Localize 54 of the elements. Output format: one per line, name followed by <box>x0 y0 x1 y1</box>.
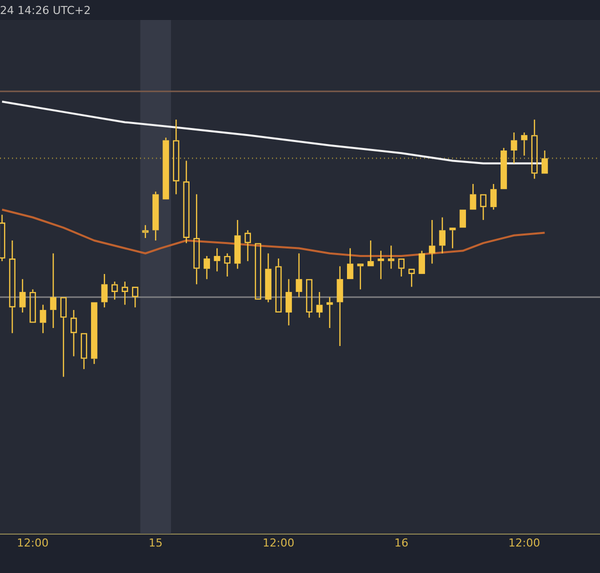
x-tick-label: 12:00 <box>16 536 49 550</box>
candlestick <box>500 147 507 190</box>
candlestick <box>193 194 200 285</box>
candlestick <box>542 150 548 174</box>
candlestick <box>418 250 426 274</box>
candlestick <box>296 252 302 298</box>
candlestick <box>183 160 190 244</box>
candlestick <box>234 219 241 270</box>
candlestick <box>326 296 333 329</box>
candlestick <box>122 281 128 306</box>
candlestick <box>40 304 46 334</box>
candlestick <box>316 291 323 318</box>
candlestick <box>439 216 446 254</box>
candlestick <box>152 191 159 242</box>
candlestick <box>91 302 98 365</box>
candlestick <box>265 252 272 303</box>
candlestick <box>214 248 220 272</box>
candlestick <box>388 245 394 270</box>
candlestick <box>0 214 6 262</box>
candlestick <box>367 240 374 266</box>
candlestick <box>172 119 180 195</box>
candlestick <box>531 119 538 180</box>
candlestick <box>336 266 344 347</box>
candlestick <box>101 273 108 308</box>
candlestick <box>408 268 415 288</box>
candlestick <box>112 281 118 300</box>
candlestick <box>19 278 26 314</box>
candlestick <box>142 224 149 239</box>
candlestick <box>244 230 251 262</box>
candlestick <box>480 194 486 221</box>
candlestick <box>306 279 312 318</box>
candlestick <box>428 219 436 264</box>
x-tick-label: 12:00 <box>508 536 540 550</box>
candlestick <box>50 252 56 329</box>
candlestick <box>30 288 36 323</box>
candlestick <box>378 250 384 280</box>
x-tick-label: 15 <box>148 536 163 550</box>
candlestick <box>224 252 230 278</box>
candlestick <box>60 297 67 378</box>
candlestick <box>346 248 354 280</box>
candlestick <box>470 183 476 210</box>
x-tick-label: 12:00 <box>262 536 294 550</box>
candlestick <box>357 264 364 290</box>
text: 24 14:26 UTC+2 <box>0 4 91 17</box>
candlestick <box>9 240 16 334</box>
x-tick-label: 16 <box>394 536 408 550</box>
candlestick <box>70 309 77 357</box>
candlestick <box>80 333 88 370</box>
candlestick <box>132 286 138 308</box>
candlestick <box>286 278 292 326</box>
candlestick <box>449 228 456 249</box>
candlestick <box>521 132 528 156</box>
candlestick <box>204 255 210 280</box>
candlestick <box>510 132 518 164</box>
